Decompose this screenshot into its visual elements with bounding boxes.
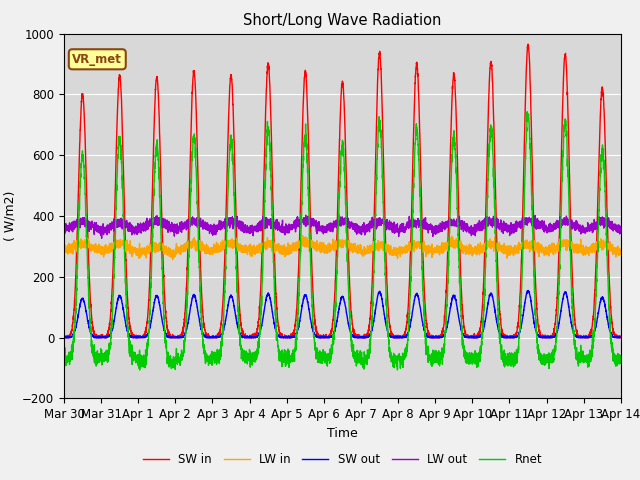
SW out — [60, 335, 68, 340]
SW out — [161, 328, 168, 334]
SW out — [499, 334, 507, 340]
LW in — [617, 247, 625, 252]
SW in — [467, 334, 475, 340]
Legend: SW in, LW in, SW out, LW out, Rnet: SW in, LW in, SW out, LW out, Rnet — [138, 448, 547, 470]
Line: LW in: LW in — [64, 236, 621, 260]
Rnet — [161, 316, 168, 322]
SW in — [60, 335, 68, 340]
SW in — [60, 334, 68, 340]
LW in — [499, 249, 507, 255]
Rnet — [499, 354, 507, 360]
LW out — [60, 227, 68, 232]
LW out — [322, 227, 330, 233]
SW out — [60, 335, 68, 340]
LW out — [436, 228, 444, 234]
SW in — [436, 334, 444, 339]
SW out — [524, 288, 532, 293]
Rnet — [436, 352, 444, 358]
LW in — [322, 244, 330, 250]
LW out — [302, 212, 310, 218]
SW in — [322, 335, 330, 340]
X-axis label: Time: Time — [327, 427, 358, 440]
SW in — [617, 334, 625, 340]
LW in — [616, 252, 624, 257]
Y-axis label: ( W/m2): ( W/m2) — [4, 191, 17, 241]
LW in — [436, 248, 444, 254]
LW in — [468, 248, 476, 253]
Line: LW out: LW out — [64, 215, 621, 238]
SW out — [616, 335, 624, 340]
Text: VR_met: VR_met — [72, 53, 122, 66]
LW out — [499, 222, 507, 228]
LW out — [468, 233, 476, 239]
Rnet — [136, 367, 143, 373]
Line: Rnet: Rnet — [64, 112, 621, 370]
SW out — [436, 335, 444, 340]
LW in — [169, 257, 177, 263]
LW out — [98, 235, 106, 241]
SW in — [499, 332, 507, 337]
SW in — [161, 287, 168, 292]
Rnet — [617, 353, 625, 359]
Rnet — [467, 355, 475, 361]
Line: SW out: SW out — [64, 290, 621, 337]
LW out — [161, 224, 168, 229]
SW out — [322, 335, 330, 340]
Line: SW in: SW in — [64, 44, 621, 337]
Rnet — [524, 109, 531, 115]
LW in — [299, 233, 307, 239]
LW in — [160, 245, 168, 251]
Rnet — [60, 353, 68, 359]
LW out — [616, 225, 624, 230]
LW out — [617, 228, 625, 233]
SW out — [617, 335, 625, 340]
SW in — [524, 41, 532, 47]
Rnet — [616, 361, 624, 367]
LW in — [60, 246, 68, 252]
Rnet — [322, 356, 330, 361]
SW in — [616, 334, 624, 340]
Title: Short/Long Wave Radiation: Short/Long Wave Radiation — [243, 13, 442, 28]
SW out — [467, 334, 475, 339]
